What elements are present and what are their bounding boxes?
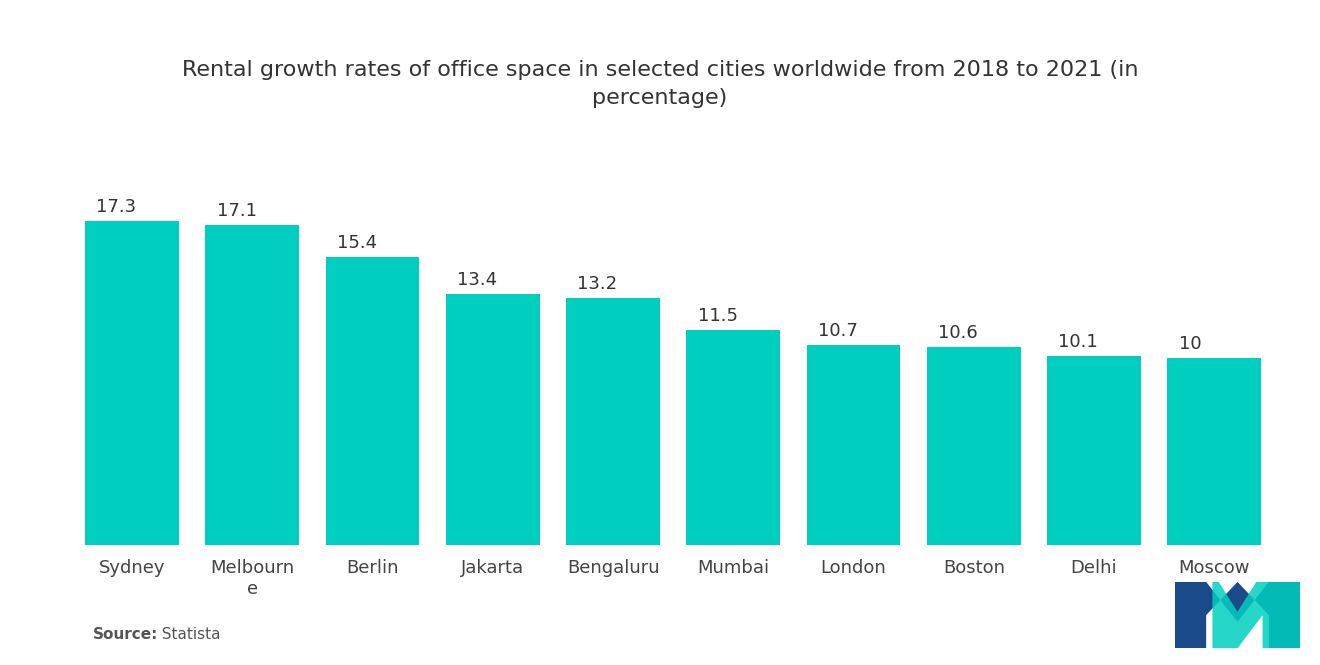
Text: 10.7: 10.7 <box>818 322 858 340</box>
Text: 15.4: 15.4 <box>337 234 378 252</box>
Text: 11.5: 11.5 <box>698 307 738 325</box>
Bar <box>1167 358 1261 545</box>
Text: 13.2: 13.2 <box>577 275 618 293</box>
Bar <box>1047 356 1140 545</box>
Polygon shape <box>1175 582 1300 648</box>
Text: 17.3: 17.3 <box>96 198 136 216</box>
Bar <box>206 225 300 545</box>
Text: Rental growth rates of office space in selected cities worldwide from 2018 to 20: Rental growth rates of office space in s… <box>182 60 1138 108</box>
Bar <box>326 257 420 545</box>
Text: Statista: Statista <box>152 626 220 642</box>
Bar <box>566 298 660 545</box>
Bar <box>686 330 780 545</box>
Text: 10.6: 10.6 <box>939 324 978 342</box>
Text: 17.1: 17.1 <box>216 202 256 220</box>
Bar <box>927 346 1020 545</box>
Text: Source:: Source: <box>92 626 158 642</box>
Polygon shape <box>1213 582 1300 648</box>
Bar <box>446 294 540 545</box>
Text: 10.1: 10.1 <box>1059 333 1098 351</box>
Bar <box>86 221 180 545</box>
Text: 13.4: 13.4 <box>457 271 498 289</box>
Bar <box>807 344 900 545</box>
Text: 10: 10 <box>1179 335 1201 353</box>
